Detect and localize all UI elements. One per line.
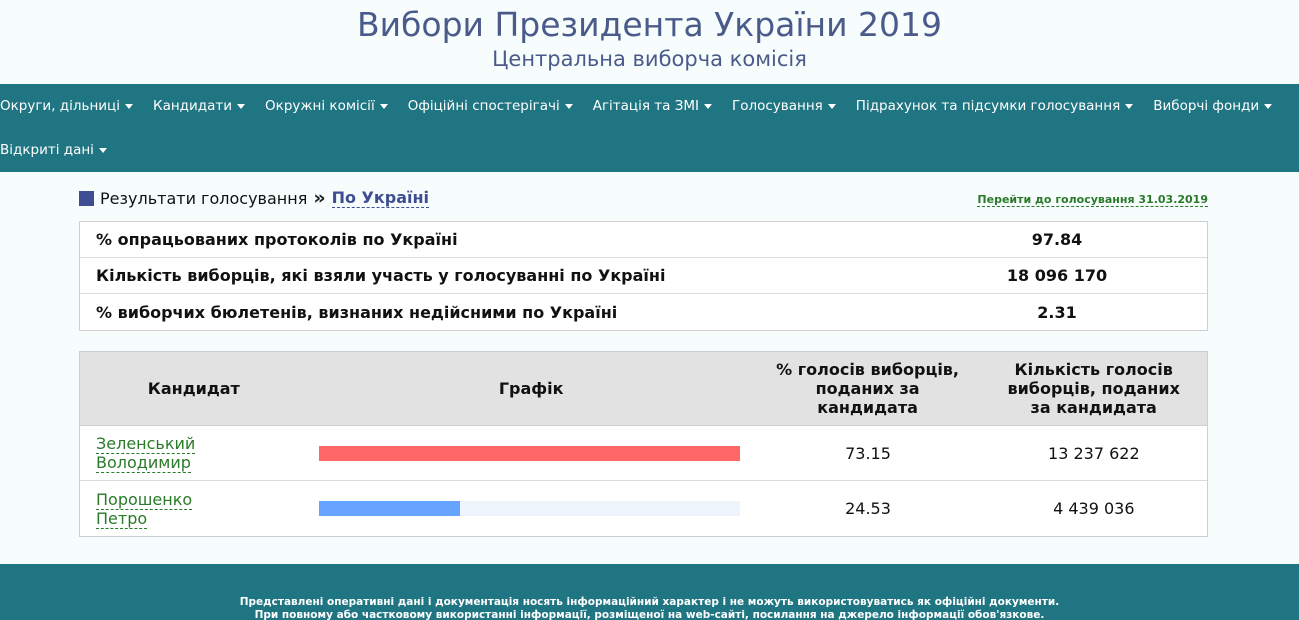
nav-item-label: Окружні комісії: [265, 98, 375, 114]
main-nav: Округи, дільниці Кандидати Окружні коміс…: [0, 84, 1299, 172]
footer-disclaimer-line: Представлені оперативні дані і документа…: [239, 596, 1060, 608]
candidate-link[interactable]: Петро: [96, 508, 148, 529]
candidate-name: Зеленський Володимир: [80, 434, 307, 473]
results-header-row: Кандидат Графік % голосів виборців, пода…: [80, 352, 1207, 426]
summary-label: Кількість виборців, які взяли участь у г…: [96, 266, 666, 285]
candidate-link[interactable]: Володимир: [96, 453, 191, 473]
header-percent-line: поданих за: [815, 379, 920, 398]
site-subtitle: Центральна виборча комісія: [492, 47, 807, 71]
percent-value: 24.53: [845, 499, 891, 518]
square-icon: [79, 190, 94, 206]
candidate-name: Порошенко Петро: [80, 489, 307, 529]
header-votes-line: виборців, поданих: [1007, 379, 1180, 398]
vote-bar: [319, 501, 461, 516]
site-title: Вибори Президента України 2019: [356, 5, 943, 44]
candidate-link[interactable]: Зеленський: [96, 434, 196, 454]
header-percent-line: кандидата: [817, 398, 918, 417]
caret-down-icon: [1264, 103, 1273, 109]
caret-down-icon: [98, 147, 107, 153]
candidate-link[interactable]: Порошенко: [96, 489, 193, 510]
percent-value: 73.15: [845, 443, 891, 463]
breadcrumb-current[interactable]: По Україні: [331, 188, 430, 208]
summary-row: % виборчих бюлетенів, визнаних недійсним…: [80, 294, 1207, 330]
caret-down-icon: [1125, 103, 1134, 109]
nav-item-campaign-media[interactable]: Агітація та ЗМІ: [583, 98, 722, 114]
vote-bar: [319, 445, 741, 461]
nav-item-label: Офіційні спостерігачі: [407, 98, 560, 114]
caret-down-icon: [564, 103, 573, 109]
nav-item-label: Підрахунок та підсумки голосування: [855, 98, 1121, 114]
summary-row: % опрацьованих протоколів по Україні 97.…: [80, 222, 1207, 258]
summary-value: 97.84: [1031, 230, 1083, 249]
header-graph: Графік: [498, 379, 564, 398]
caret-down-icon: [125, 103, 133, 109]
footer-disclaimer-line: При повному або частковому використанні …: [254, 609, 1045, 620]
graph-cell: [307, 501, 755, 516]
summary-label: % виборчих бюлетенів, визнаних недійсним…: [96, 302, 618, 322]
nav-item-label: Відкриті дані: [0, 142, 94, 158]
caret-down-icon: [827, 103, 836, 109]
nav-item-label: Агітація та ЗМІ: [592, 98, 699, 114]
caret-down-icon: [237, 103, 246, 109]
nav-item-district-commissions[interactable]: Окружні комісії: [255, 98, 398, 114]
nav-item-label: Округи, дільниці: [0, 98, 120, 114]
breadcrumb-parent[interactable]: Результати голосування: [100, 188, 308, 208]
summary-label: % опрацьованих протоколів по Україні: [96, 230, 458, 249]
nav-item-counting-results[interactable]: Підрахунок та підсумки голосування: [846, 98, 1143, 114]
results-table: Кандидат Графік % голосів виборців, пода…: [79, 351, 1208, 537]
header-candidate: Кандидат: [147, 379, 240, 398]
table-row: Порошенко Петро 24.53 4 439 036: [80, 481, 1207, 536]
page-footer: Представлені оперативні дані і документа…: [0, 564, 1299, 620]
summary-value: 18 096 170: [1006, 266, 1108, 285]
summary-row: Кількість виборців, які взяли участь у г…: [80, 258, 1207, 294]
votes-value: 4 439 036: [1053, 499, 1135, 518]
caret-down-icon: [704, 103, 712, 109]
caret-down-icon: [379, 103, 388, 109]
summary-table: % опрацьованих протоколів по Україні 97.…: [79, 221, 1208, 331]
nav-item-label: Кандидати: [153, 98, 233, 114]
nav-item-label: Виборчі фонди: [1153, 98, 1260, 114]
bar-track: [319, 501, 741, 516]
header-percent: % голосів виборців, поданих за кандидата: [755, 360, 981, 417]
breadcrumb: Результати голосування » По Україні: [79, 187, 430, 209]
votes-value: 13 237 622: [1048, 443, 1140, 463]
nav-item-observers[interactable]: Офіційні спостерігачі: [398, 98, 583, 114]
breadcrumb-bar: Результати голосування » По Україні Пере…: [79, 172, 1208, 221]
bar-track: [319, 445, 741, 461]
header-percent-line: % голосів виборців,: [776, 360, 959, 379]
nav-item-candidates[interactable]: Кандидати: [143, 98, 255, 114]
nav-item-election-funds[interactable]: Виборчі фонди: [1143, 98, 1282, 114]
table-row: Зеленський Володимир 73.15 13 237 622: [80, 426, 1207, 481]
page-header: Вибори Президента України 2019 Центральн…: [0, 0, 1299, 84]
main-content: Результати голосування » По Україні Пере…: [79, 172, 1208, 537]
goto-first-round-link[interactable]: Перейти до голосування 31.03.2019: [977, 193, 1208, 207]
nav-item-districts[interactable]: Округи, дільниці: [0, 98, 143, 114]
graph-cell: [307, 445, 755, 461]
breadcrumb-separator: »: [313, 187, 326, 209]
nav-item-voting[interactable]: Голосування: [722, 98, 846, 114]
nav-item-label: Голосування: [732, 98, 823, 114]
header-votes-line: Кількість голосів: [1014, 360, 1173, 379]
summary-value: 2.31: [1037, 302, 1077, 322]
header-votes-line: за кандидата: [1030, 398, 1157, 417]
header-votes: Кількість голосів виборців, поданих за к…: [980, 360, 1207, 417]
nav-item-open-data[interactable]: Відкриті дані: [0, 142, 117, 158]
